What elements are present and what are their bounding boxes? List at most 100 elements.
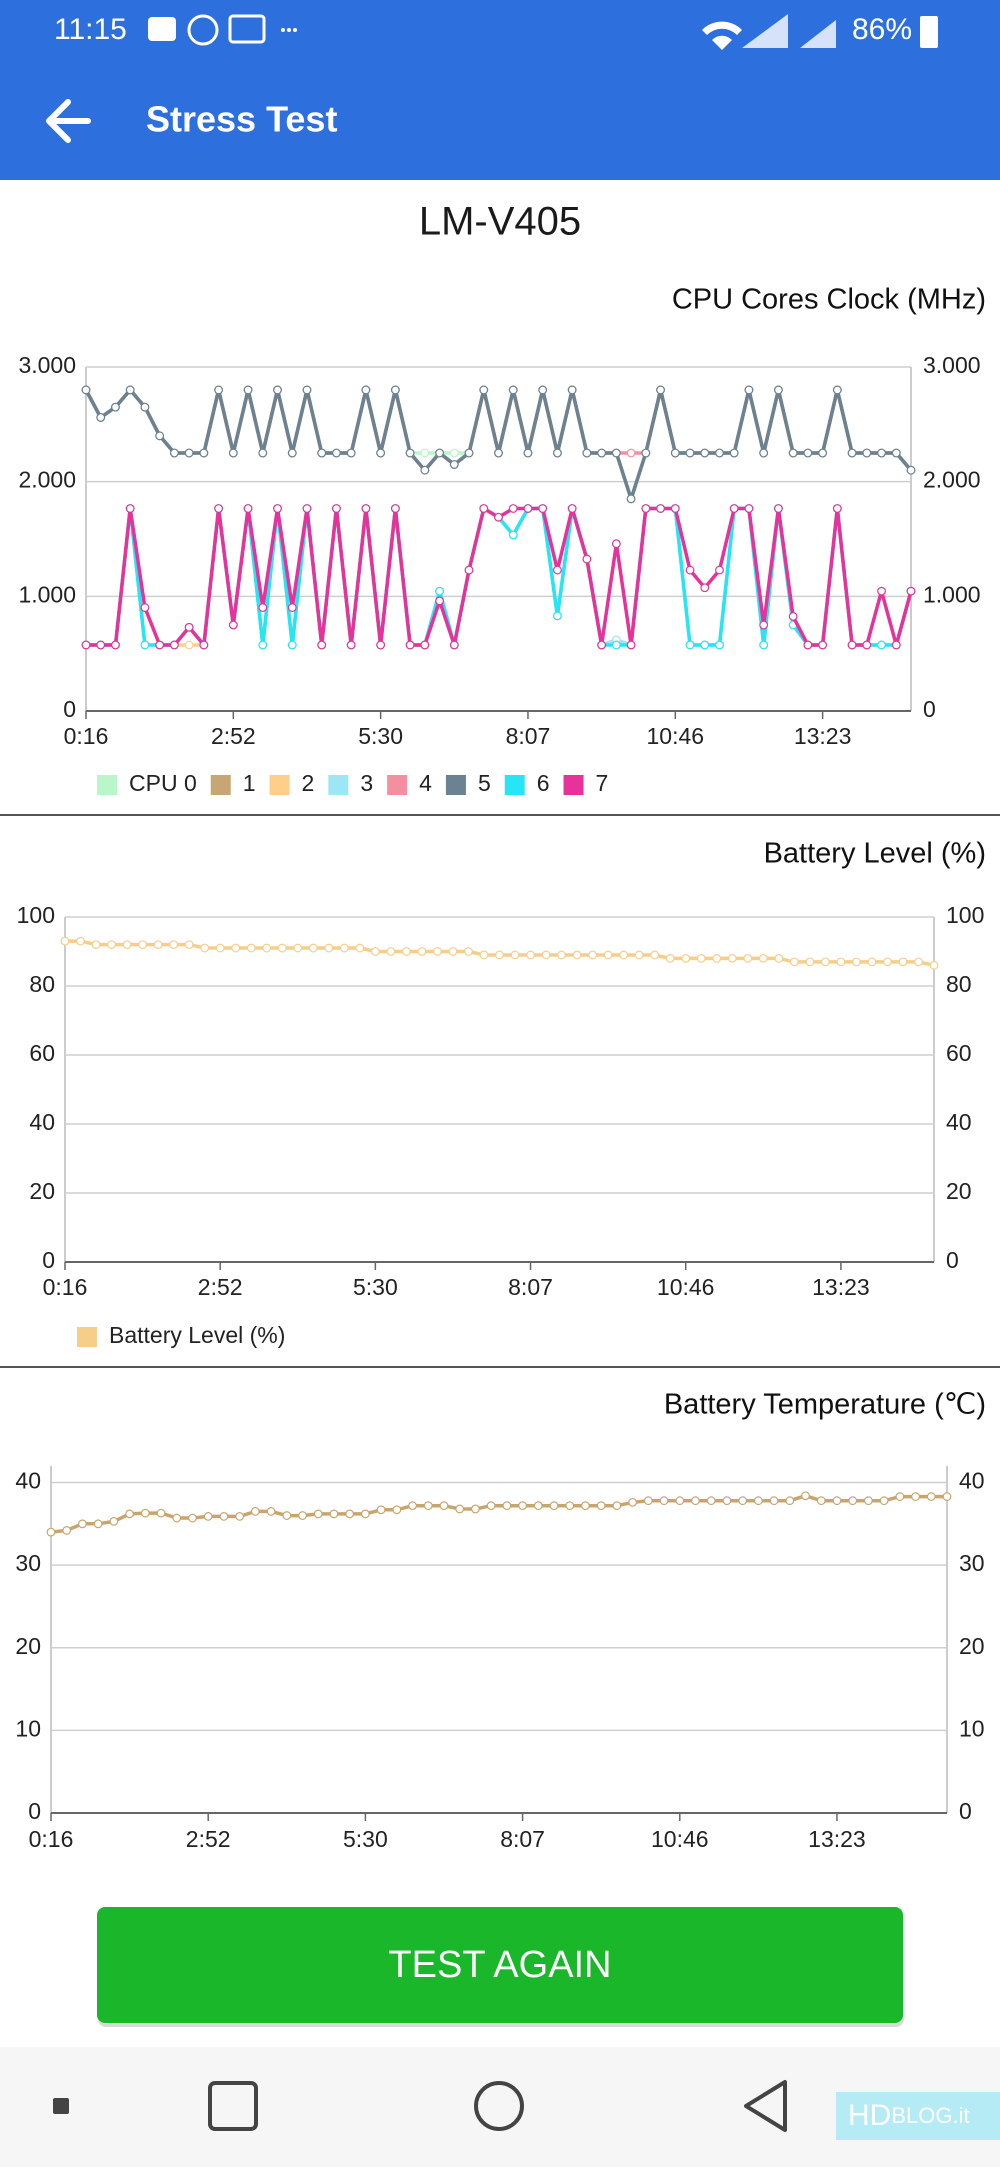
data-point — [184, 448, 194, 458]
data-point — [867, 957, 877, 967]
data-point — [538, 385, 548, 395]
data-point — [46, 1527, 56, 1537]
data-point — [219, 1511, 229, 1521]
nav-home[interactable] — [474, 2081, 524, 2131]
data-point — [626, 640, 636, 650]
y2-tick-label: 1.000 — [923, 581, 981, 607]
test-again-button[interactable] — [97, 1907, 903, 2023]
data-point — [572, 950, 582, 960]
y2-tick-label: 0 — [959, 1798, 972, 1824]
data-point — [479, 950, 489, 960]
data-point — [557, 950, 566, 960]
data-point — [612, 1501, 622, 1511]
series-line — [86, 506, 913, 647]
nav-back[interactable] — [744, 2080, 787, 2132]
series-line — [84, 388, 913, 501]
back-button[interactable] — [46, 99, 91, 143]
data-point — [818, 448, 828, 458]
data-point — [523, 504, 533, 513]
y-tick-label: 60 — [29, 1040, 55, 1066]
data-point — [659, 1496, 669, 1506]
button-label[interactable]: TEST AGAIN — [388, 1944, 611, 1986]
data-point — [243, 385, 253, 395]
data-point — [567, 504, 577, 513]
data-point — [246, 943, 256, 953]
data-point — [581, 1501, 590, 1511]
series-line — [84, 388, 913, 501]
y-tick-label: 2.000 — [18, 467, 76, 493]
data-point — [214, 385, 223, 395]
data-point — [96, 413, 106, 422]
data-point — [836, 957, 846, 967]
data-point — [494, 448, 503, 458]
data-point — [722, 1496, 732, 1506]
data-point — [313, 1509, 323, 1519]
data-point — [287, 603, 297, 612]
data-point — [816, 1496, 826, 1506]
data-point — [743, 954, 753, 963]
data-point — [847, 448, 857, 458]
data-point — [603, 950, 613, 960]
data-point — [634, 950, 644, 960]
data-point — [700, 448, 710, 458]
data-point — [681, 954, 691, 963]
data-point — [926, 1492, 936, 1501]
data-point — [140, 402, 150, 412]
data-point — [788, 612, 798, 621]
data-point — [769, 1496, 779, 1506]
data-point — [62, 1526, 72, 1535]
nav-recents[interactable] — [208, 2081, 258, 2131]
data-point — [691, 1496, 700, 1506]
y2-tick-label: 20 — [946, 1178, 972, 1204]
legend-swatch — [97, 775, 117, 795]
legend-swatch — [387, 775, 408, 795]
data-point — [744, 385, 754, 395]
data-point — [258, 640, 268, 650]
y2-tick-label: 60 — [946, 1040, 972, 1066]
y-tick-label: 3.000 — [18, 352, 76, 378]
y-tick-label: 10 — [15, 1715, 41, 1741]
data-point — [914, 957, 923, 967]
x-tick-label: 13:23 — [794, 723, 852, 749]
data-point — [361, 385, 371, 395]
y-tick-label: 40 — [29, 1109, 55, 1135]
nav-extra[interactable] — [53, 2098, 69, 2114]
data-point — [60, 936, 70, 946]
data-point — [81, 385, 91, 395]
x-tick-label: 5:30 — [353, 1274, 398, 1300]
data-point — [228, 620, 238, 630]
legend-label: CPU 0 — [129, 770, 197, 796]
data-point — [656, 504, 665, 513]
data-point — [420, 465, 430, 475]
data-point — [93, 1519, 103, 1529]
x-tick-label: 13:23 — [812, 1274, 870, 1300]
data-point — [643, 1496, 653, 1506]
data-point — [140, 1508, 150, 1518]
data-point — [626, 494, 636, 504]
data-point — [891, 448, 901, 458]
data-point — [619, 950, 629, 960]
data-point — [891, 640, 901, 650]
data-point — [228, 448, 238, 458]
x-tick-label: 8:07 — [500, 1826, 545, 1852]
data-point — [449, 448, 459, 458]
y2-tick-label: 30 — [959, 1550, 985, 1576]
data-point — [818, 640, 828, 650]
data-point — [700, 640, 710, 650]
data-point — [109, 1516, 119, 1526]
legend-label: 5 — [478, 770, 491, 796]
data-point — [111, 640, 120, 650]
data-point — [597, 448, 607, 458]
series-line — [50, 1493, 947, 1534]
data-point — [169, 640, 179, 650]
data-point — [553, 611, 562, 621]
data-point — [877, 586, 886, 596]
data-point — [665, 954, 675, 963]
y2-tick-label: 0 — [923, 696, 936, 722]
watermark-brand: HD — [848, 2099, 891, 2132]
data-point — [588, 950, 598, 960]
legend-swatch — [77, 1327, 97, 1347]
data-point — [435, 596, 444, 606]
data-point — [346, 448, 356, 458]
